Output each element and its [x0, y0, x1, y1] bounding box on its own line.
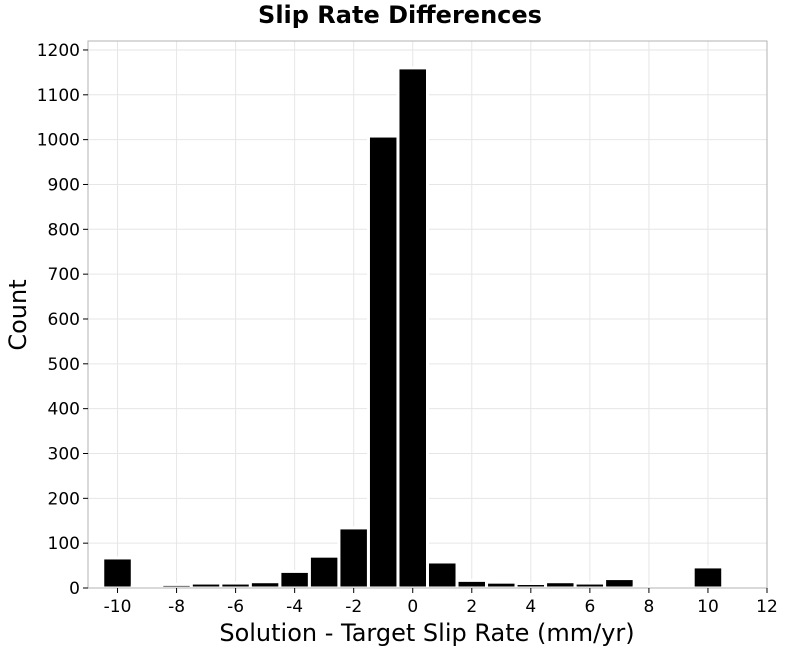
- x-tick-label: -2: [345, 597, 362, 617]
- bar: [160, 582, 193, 590]
- y-tick-label: 0: [69, 579, 80, 599]
- bar: [307, 554, 341, 590]
- x-tick-label: 12: [756, 597, 778, 617]
- bar: [189, 581, 223, 590]
- y-ticks: 0 100 200 300 400 500 600 700 800 900 1000 1100 1200: [37, 41, 88, 599]
- bar: [691, 565, 725, 590]
- bar: [366, 134, 400, 590]
- bar: [101, 556, 134, 590]
- x-tick-label: 8: [643, 597, 654, 617]
- x-tick-label: 2: [466, 597, 477, 617]
- bar: [544, 580, 577, 590]
- bar: [396, 66, 430, 590]
- bar: [514, 582, 548, 590]
- bar: [248, 580, 282, 590]
- plot-frame: [87, 40, 768, 589]
- x-tick-label: -10: [104, 597, 132, 617]
- bar: [603, 577, 636, 590]
- x-tick-label: -8: [168, 597, 185, 617]
- y-tick-label: 600: [48, 310, 80, 330]
- y-tick-label: 200: [48, 489, 80, 509]
- x-tick-label: -4: [286, 597, 303, 617]
- chart-title: Slip Rate Differences: [258, 1, 542, 29]
- bar: [337, 526, 370, 590]
- y-axis-label: Count: [4, 279, 32, 350]
- y-tick-label: 1100: [37, 86, 80, 106]
- y-tick-label: 800: [48, 220, 80, 240]
- x-tick-label: 10: [697, 597, 719, 617]
- y-tick-label: 1200: [37, 41, 80, 61]
- x-tick-label: 6: [584, 597, 595, 617]
- x-axis-label: Solution - Target Slip Rate (mm/yr): [219, 619, 634, 647]
- y-tick-label: 100: [48, 534, 80, 554]
- y-tick-label: 500: [48, 355, 80, 375]
- bar: [278, 569, 311, 590]
- bar: [573, 581, 607, 590]
- y-tick-label: 300: [48, 444, 80, 464]
- bar: [426, 560, 459, 590]
- bar: [485, 580, 518, 590]
- y-tick-label: 400: [48, 400, 80, 420]
- y-tick-label: 1000: [37, 131, 80, 151]
- x-tick-label: 0: [407, 597, 418, 617]
- x-ticks: -10 -8 -6 -4 -2 0 2 4 6 8 10 12: [104, 588, 778, 617]
- bar: [455, 578, 489, 590]
- y-tick-label: 700: [48, 265, 80, 285]
- x-tick-label: -6: [227, 597, 244, 617]
- bar: [219, 581, 252, 590]
- y-tick-label: 900: [48, 175, 80, 195]
- x-tick-label: 4: [525, 597, 536, 617]
- bars: [101, 66, 725, 590]
